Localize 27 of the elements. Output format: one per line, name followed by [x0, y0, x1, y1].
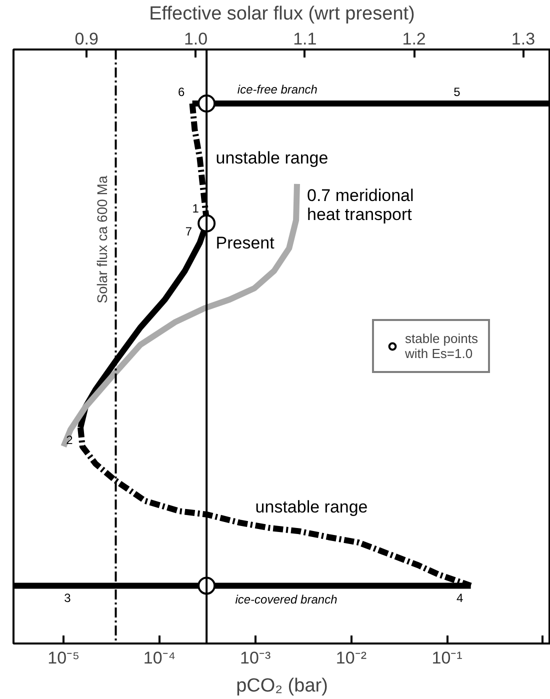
annotation: ice-free branch: [237, 82, 318, 96]
ref-line-label: Solar flux ca 600 Ma: [94, 176, 110, 304]
annotation: 5: [454, 85, 461, 99]
x2-tick-label: 1.3: [511, 30, 536, 48]
annotation: ice-covered branch: [235, 592, 338, 607]
annotation: unstable range: [216, 148, 328, 168]
annotation: 1: [192, 202, 200, 216]
x-tick-label: 10⁻⁵: [48, 648, 80, 668]
annotation: 7: [185, 224, 192, 238]
x2-tick-label: 1.2: [402, 30, 426, 48]
x2-tick-label: 1.0: [184, 30, 208, 48]
annotation: unstable range: [255, 498, 368, 517]
series-label: 0.7 meridional heat transport: [306, 186, 414, 224]
annotation: 3: [64, 591, 72, 606]
x-tick-label: 10⁻¹: [432, 648, 463, 668]
legend-label: stable points with Es=1.0: [405, 331, 478, 361]
x-tick-label: 10⁻⁴: [143, 648, 176, 668]
x2-tick-label: 0.9: [74, 30, 98, 48]
x-axis-title: pCO₂ (bar): [236, 676, 328, 696]
x2-tick-label: 1.1: [293, 30, 317, 48]
x-tick-label: 10⁻³: [240, 648, 271, 668]
annotation: 4: [456, 591, 464, 606]
x2-axis-title: Effective solar flux (wrt present): [149, 4, 415, 24]
annotation: 2: [66, 433, 74, 447]
annotation: Present: [216, 233, 275, 252]
annotation: 6: [178, 85, 185, 99]
x-tick-label: 10⁻²: [336, 648, 367, 668]
